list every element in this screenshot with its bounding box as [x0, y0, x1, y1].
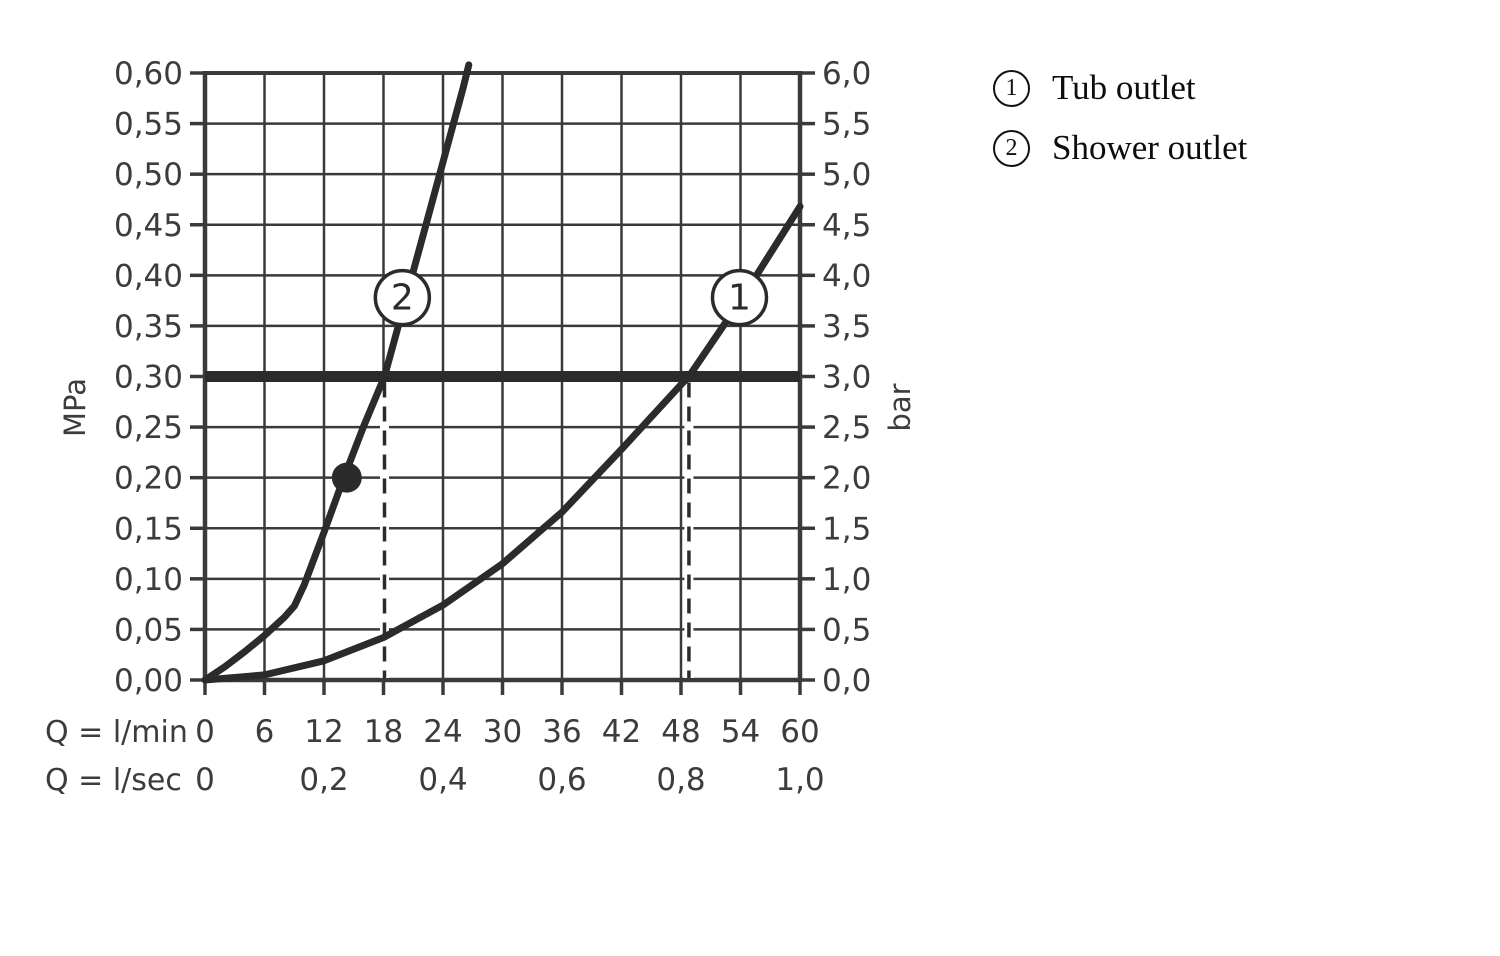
y-tick-label-bar: 0,5	[822, 612, 871, 648]
curve-callout-number-1: 1	[728, 278, 751, 319]
x-tick-label-lsec: 0,8	[656, 762, 705, 798]
legend: 1 Tub outlet 2 Shower outlet	[993, 62, 1247, 182]
x-tick-label-lsec: 0,4	[418, 762, 467, 798]
x-tick-label-lmin: 24	[423, 714, 462, 750]
y-tick-label-mpa: 0,20	[114, 461, 183, 497]
y-tick-label-mpa: 0,25	[114, 410, 183, 446]
data-point-dot	[331, 462, 362, 493]
y-tick-label-bar: 4,5	[822, 208, 871, 244]
y-tick-label-mpa: 0,45	[114, 208, 183, 244]
circled-1-marker-icon: 1	[993, 69, 1030, 107]
x-axis-caption-lsec: Q = l/sec	[45, 763, 182, 798]
y-axis-unit-mpa: MPa	[58, 378, 92, 437]
y-tick-label-bar: 4,0	[822, 258, 871, 294]
x-tick-label-lsec: 0,6	[537, 762, 586, 798]
legend-item-shower-outlet: 2 Shower outlet	[993, 122, 1247, 174]
curve-tub-outlet	[201, 203, 804, 684]
y-tick-label-mpa: 0,50	[114, 157, 183, 193]
x-tick-label-lmin: 6	[255, 714, 275, 750]
curve-shower-outlet	[201, 61, 473, 684]
y-tick-label-mpa: 0,30	[114, 360, 183, 396]
x-tick-label-lmin: 48	[661, 714, 700, 750]
x-tick-label-lmin: 0	[195, 714, 215, 750]
y-tick-label-mpa: 0,55	[114, 107, 183, 143]
legend-item-tub-outlet: 1 Tub outlet	[993, 62, 1247, 114]
y-tick-label-mpa: 0,35	[114, 309, 183, 345]
y-tick-label-bar: 0,0	[822, 663, 871, 699]
y-tick-label-bar: 1,5	[822, 511, 871, 547]
x-tick-label-lmin: 18	[364, 714, 403, 750]
y-tick-label-mpa: 0,40	[114, 258, 183, 294]
curve-callout-circle-1	[710, 268, 769, 327]
y-axis-unit-bar: bar	[883, 383, 917, 431]
y-tick-label-bar: 5,5	[822, 107, 871, 143]
y-tick-label-mpa: 0,10	[114, 562, 183, 598]
x-tick-label-lsec: 1,0	[775, 762, 824, 798]
y-tick-label-bar: 2,0	[822, 461, 871, 497]
y-tick-label-bar: 2,5	[822, 410, 871, 446]
x-tick-label-lmin: 60	[780, 714, 819, 750]
y-tick-label-bar: 6,0	[822, 56, 871, 92]
y-tick-label-mpa: 0,15	[114, 511, 183, 547]
x-tick-label-lsec: 0	[195, 762, 215, 798]
legend-label-shower-outlet: Shower outlet	[1052, 128, 1248, 167]
y-tick-label-mpa: 0,60	[114, 56, 183, 92]
x-tick-label-lmin: 12	[304, 714, 343, 750]
y-tick-label-bar: 5,0	[822, 157, 871, 193]
y-tick-label-bar: 1,0	[822, 562, 871, 598]
x-tick-label-lmin: 54	[721, 714, 760, 750]
circled-2-marker-icon: 2	[993, 129, 1030, 167]
y-tick-label-bar: 3,5	[822, 309, 871, 345]
x-tick-label-lmin: 36	[542, 714, 581, 750]
y-tick-label-bar: 3,0	[822, 360, 871, 396]
x-tick-label-lmin: 30	[483, 714, 522, 750]
curve-callout-number-2: 2	[391, 278, 414, 319]
y-tick-label-mpa: 0,05	[114, 612, 183, 648]
flow-pressure-chart: 0,00 0,00,05 0,50,10 1,00,15 1,50,20 2,00,25 2…	[45, 56, 917, 798]
x-tick-label-lsec: 0,2	[299, 762, 348, 798]
legend-label-tub-outlet: Tub outlet	[1052, 68, 1196, 107]
y-tick-label-mpa: 0,00	[114, 663, 183, 699]
x-axis-caption-lmin: Q = l/min	[45, 715, 188, 750]
curve-callout-circle-2	[373, 268, 432, 327]
x-tick-label-lmin: 42	[602, 714, 641, 750]
